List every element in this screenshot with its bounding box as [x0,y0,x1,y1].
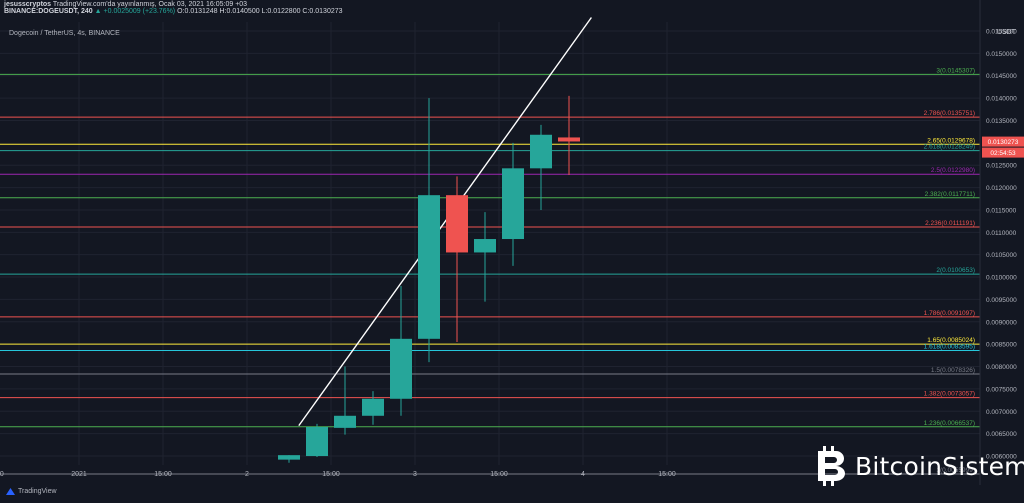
y-tick-label: 0.0070000 [986,409,1017,416]
fib-label: 3(0.0145307) [936,67,975,74]
watermark-text: BitcoinSistemi [855,451,1024,481]
y-tick-label: 0.0100000 [986,275,1017,282]
candle-body [446,195,468,253]
fib-label: 2.786(0.0135751) [924,110,975,117]
candle-body [362,398,384,416]
countdown-tag [982,147,1024,158]
x-tick-label: 15:00 [490,471,508,478]
candle-body [474,239,496,253]
countdown-value: 02:54:53 [990,150,1016,157]
footer [0,485,1024,503]
tradingview-icon [6,488,15,495]
candle-body [306,426,328,457]
trendline [298,17,592,427]
y-tick-label: 0.0115000 [986,207,1017,214]
fib-label: 1.65(0.0085024) [927,337,975,344]
fib-label: 1(0.0055999) [936,467,975,474]
y-tick-label: 0.0060000 [986,454,1017,461]
bitcoin-b-icon [818,446,845,486]
y-tick-label: 0.0140000 [986,96,1017,103]
fib-label: 2.236(0.0111191) [925,220,975,227]
candle-body [334,415,356,428]
y-tick-label: 0.0065000 [986,431,1017,438]
y-tick-label: 0.0135000 [986,118,1017,125]
chart-title: Dogecoin / TetherUS, 4s, BINANCE [9,30,120,37]
currency-label: USDT [997,29,1017,36]
time-axis: 15:00 2021 15:00 2 15:00 3 15:00 4 15:00 [0,471,676,478]
y-tick-label: 0.0120000 [986,185,1017,192]
fib-label: 2.382(0.0117711) [925,191,975,198]
chart-header: jesusscryptos TradingView.com'da yayınla… [4,1,343,15]
y-tick-label: 0.0090000 [986,319,1017,326]
price-axis-bg [980,0,1024,485]
fib-label: 1.382(0.0073057) [924,391,975,398]
fibonacci-levels: 3(0.0145307) 2.786(0.0135751) 2.65(0.01296… [0,67,980,475]
published-info: TradingView.com'da yayınlanmış, Ocak 03,… [52,1,248,8]
fib-label: 2.5(0.0122980) [931,167,975,174]
candles [278,95,580,463]
fib-label: 1.236(0.0066537) [924,420,975,427]
y-tick-label: 0.0075000 [986,386,1017,393]
candle-body [558,137,580,142]
price-change: ▲ +0.0025009 (+23.76%) [94,8,176,15]
x-tick-label: 15:00 [0,471,4,478]
ohlc-values: O:0.0131248 H:0.0140500 L:0.0122800 C:0.… [177,8,343,15]
x-tick-label: 2021 [71,471,87,478]
symbol: BINANCE:DOGEUSDT, 240 [4,8,93,15]
candle-body [418,195,440,339]
fib-label: 1.5(0.0078326) [931,367,975,374]
x-tick-label: 2 [245,471,249,478]
x-tick-label: 15:00 [154,471,172,478]
fib-label: 2(0.0100653) [936,267,975,274]
y-tick-label: 0.0080000 [986,364,1017,371]
fib-label: 2.618(0.0128249) [924,144,975,151]
candle-body [502,168,524,240]
last-price-value: 0.0130273 [988,139,1019,146]
candle-body [390,338,412,399]
y-tick-label: 0.0095000 [986,297,1017,304]
fib-label: 2.65(0.0129678) [927,137,975,144]
y-tick-label: 0.0110000 [986,230,1017,237]
x-tick-label: 15:00 [658,471,676,478]
y-tick-label: 0.0085000 [986,342,1017,349]
x-tick-label: 4 [581,471,585,478]
candle-body [278,455,300,460]
watermark-logo: BitcoinSistemi [815,446,1024,486]
tradingview-label: TradingView [18,488,57,495]
header-line-2: BINANCE:DOGEUSDT, 240 ▲ +0.0025009 (+23.… [4,8,343,15]
x-tick-label: 15:00 [322,471,340,478]
tradingview-logo[interactable]: TradingView [6,488,57,495]
trendline [298,17,592,427]
y-tick-label: 0.0155000 [986,28,1017,35]
last-price-tag [982,136,1024,147]
x-tick-label: 3 [413,471,417,478]
y-tick-label: 0.0150000 [986,51,1017,58]
fib-label: 1.618(0.0083595) [924,343,975,350]
y-tick-label: 0.0105000 [986,252,1017,259]
candle-body [530,134,552,169]
author: jesusscryptos [4,1,52,8]
y-tick-label: 0.0145000 [986,73,1017,80]
fib-label: 1.786(0.0091097) [924,310,975,317]
y-tick-label: 0.0125000 [986,163,1017,170]
header-line-1: jesusscryptos TradingView.com'da yayınla… [4,1,343,8]
